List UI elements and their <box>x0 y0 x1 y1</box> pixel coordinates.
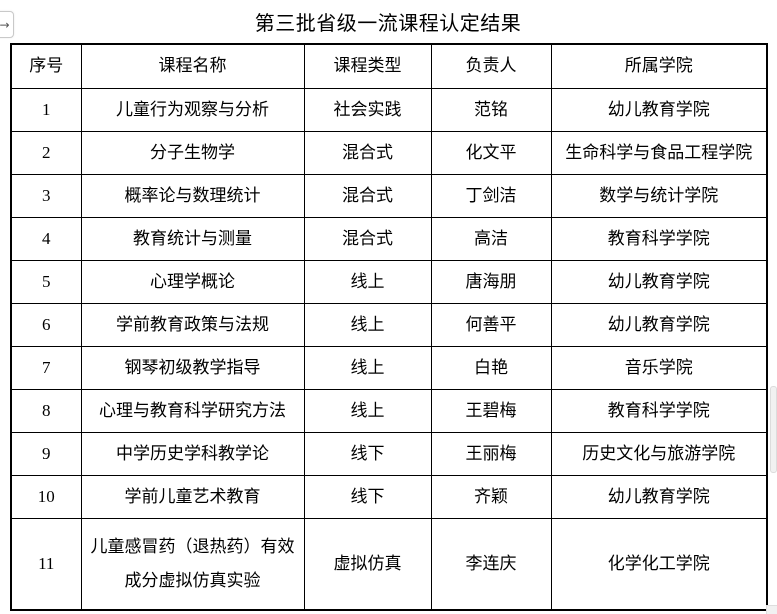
leader-cell: 李连庆 <box>430 517 552 611</box>
course-name-cell: 心理学概论 <box>80 259 305 304</box>
leader-cell: 唐海朋 <box>430 259 552 304</box>
college-cell: 幼儿教育学院 <box>550 87 768 132</box>
row-number-cell: 9 <box>10 431 82 476</box>
header-cell-no: 序号 <box>10 43 82 89</box>
college-cell: 化学化工学院 <box>550 517 768 611</box>
table-row: 4 教育统计与测量 混合式 高洁 教育科学学院 <box>10 216 768 261</box>
row-number-cell: 6 <box>10 302 82 347</box>
table-header-row: 序号 课程名称 课程类型 负责人 所属学院 <box>10 43 768 89</box>
row-number-cell: 10 <box>10 474 82 519</box>
table-row: 1 儿童行为观察与分析 社会实践 范铭 幼儿教育学院 <box>10 87 768 132</box>
table-row: 11 儿童感冒药（退热药）有效成分虚拟仿真实验 虚拟仿真 李连庆 化学化工学院 <box>10 517 768 611</box>
course-type-cell: 混合式 <box>303 173 432 218</box>
college-cell: 数学与统计学院 <box>550 173 768 218</box>
course-name-cell: 中学历史学科教学论 <box>80 431 305 476</box>
leader-cell: 化文平 <box>430 130 552 175</box>
row-number-cell: 5 <box>10 259 82 304</box>
course-name-cell: 钢琴初级教学指导 <box>80 345 305 390</box>
table-row: 6 学前教育政策与法规 线上 何善平 幼儿教育学院 <box>10 302 768 347</box>
college-cell: 幼儿教育学院 <box>550 259 768 304</box>
course-name-cell: 分子生物学 <box>80 130 305 175</box>
right-arrow-icon: → <box>0 17 10 32</box>
header-cell-college: 所属学院 <box>550 43 768 89</box>
course-name-cell: 教育统计与测量 <box>80 216 305 261</box>
course-type-cell: 线上 <box>303 345 432 390</box>
row-number-cell: 3 <box>10 173 82 218</box>
header-cell-type: 课程类型 <box>303 43 432 89</box>
row-number-cell: 4 <box>10 216 82 261</box>
course-type-cell: 线上 <box>303 259 432 304</box>
course-name-cell: 概率论与数理统计 <box>80 173 305 218</box>
college-cell: 幼儿教育学院 <box>550 474 768 519</box>
course-name-cell: 学前儿童艺术教育 <box>80 474 305 519</box>
course-name-cell: 儿童行为观察与分析 <box>80 87 305 132</box>
table-row: 2 分子生物学 混合式 化文平 生命科学与食品工程学院 <box>10 130 768 175</box>
table-row: 8 心理与教育科学研究方法 线上 王碧梅 教育科学学院 <box>10 388 768 433</box>
row-number-cell: 2 <box>10 130 82 175</box>
college-cell: 教育科学学院 <box>550 216 768 261</box>
table-row: 10 学前儿童艺术教育 线下 齐颖 幼儿教育学院 <box>10 474 768 519</box>
course-type-cell: 线上 <box>303 302 432 347</box>
header-cell-name: 课程名称 <box>80 43 305 89</box>
course-name-cell: 心理与教育科学研究方法 <box>80 388 305 433</box>
course-type-cell: 线下 <box>303 431 432 476</box>
course-type-cell: 线下 <box>303 474 432 519</box>
scrollbar-corner-grip <box>766 605 777 614</box>
college-cell: 音乐学院 <box>550 345 768 390</box>
course-name-cell: 儿童感冒药（退热药）有效成分虚拟仿真实验 <box>80 517 305 611</box>
table-body: 1 儿童行为观察与分析 社会实践 范铭 幼儿教育学院 2 分子生物学 混合式 化文平 生命科学与食… <box>10 87 768 611</box>
leader-cell: 白艳 <box>430 345 552 390</box>
page-title: 第三批省级一流课程认定结果 <box>254 13 522 35</box>
row-number-cell: 8 <box>10 388 82 433</box>
course-type-cell: 社会实践 <box>303 87 432 132</box>
scroll-right-button[interactable]: → <box>0 11 14 38</box>
header-cell-leader: 负责人 <box>430 43 552 89</box>
college-cell: 幼儿教育学院 <box>550 302 768 347</box>
table-row: 7 钢琴初级教学指导 线上 白艳 音乐学院 <box>10 345 768 390</box>
leader-cell: 高洁 <box>430 216 552 261</box>
course-name-cell: 学前教育政策与法规 <box>80 302 305 347</box>
course-table: 序号 课程名称 课程类型 负责人 所属学院 1 儿童行为观察与分析 社会实践 范铭 幼儿… <box>10 43 768 611</box>
vertical-scrollbar-thumb[interactable] <box>770 386 777 473</box>
row-number-cell: 7 <box>10 345 82 390</box>
leader-cell: 齐颖 <box>430 474 552 519</box>
college-cell: 生命科学与食品工程学院 <box>550 130 768 175</box>
leader-cell: 何善平 <box>430 302 552 347</box>
leader-cell: 王丽梅 <box>430 431 552 476</box>
course-type-cell: 混合式 <box>303 216 432 261</box>
leader-cell: 王碧梅 <box>430 388 552 433</box>
course-type-cell: 线上 <box>303 388 432 433</box>
course-type-cell: 混合式 <box>303 130 432 175</box>
course-type-cell: 虚拟仿真 <box>303 517 432 611</box>
leader-cell: 范铭 <box>430 87 552 132</box>
row-number-cell: 11 <box>10 517 82 611</box>
table-row: 9 中学历史学科教学论 线下 王丽梅 历史文化与旅游学院 <box>10 431 768 476</box>
table-row: 5 心理学概论 线上 唐海朋 幼儿教育学院 <box>10 259 768 304</box>
row-number-cell: 1 <box>10 87 82 132</box>
college-cell: 教育科学学院 <box>550 388 768 433</box>
college-cell: 历史文化与旅游学院 <box>550 431 768 476</box>
table-row: 3 概率论与数理统计 混合式 丁剑洁 数学与统计学院 <box>10 173 768 218</box>
leader-cell: 丁剑洁 <box>430 173 552 218</box>
